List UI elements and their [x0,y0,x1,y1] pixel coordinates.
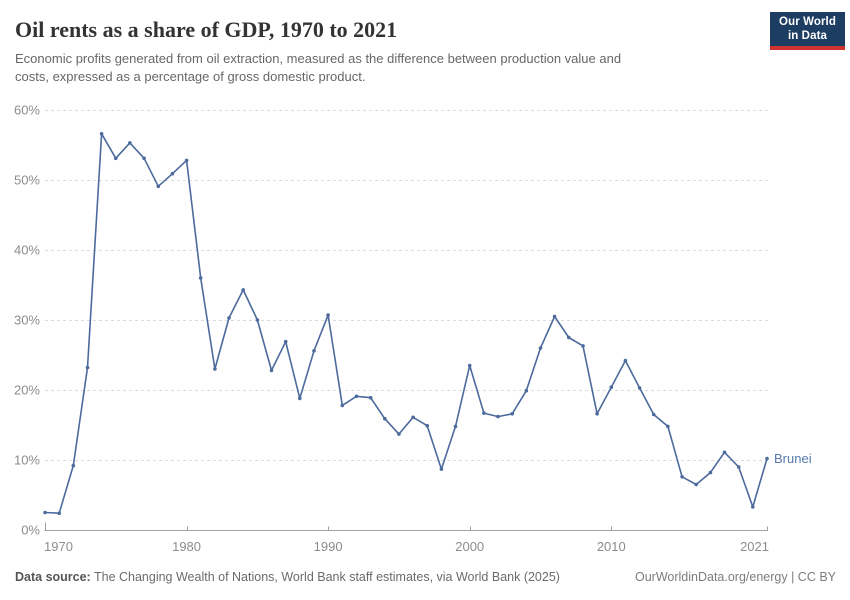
data-point[interactable] [751,505,755,509]
data-point[interactable] [85,365,90,370]
data-point[interactable] [453,424,458,429]
data-point[interactable] [128,141,132,145]
series-end-label[interactable]: Brunei [774,451,812,466]
data-point[interactable] [567,335,571,340]
data-point[interactable] [482,411,486,415]
data-point[interactable] [623,358,628,363]
data-point[interactable] [694,482,698,487]
x-axis-tick-label: 2000 [455,539,484,554]
x-axis-tick-label: 2021 [740,539,769,554]
data-point[interactable] [283,339,288,344]
data-point[interactable] [680,475,684,479]
data-source-label: Data source: [15,570,91,584]
data-point[interactable] [439,467,444,471]
logo-red-bar [770,46,845,50]
data-point[interactable] [425,423,430,428]
y-axis-tick-label: 60% [14,103,40,118]
data-point[interactable] [368,395,373,400]
data-source-note: Data source: The Changing Wealth of Nati… [15,570,655,584]
data-point[interactable] [142,156,146,161]
data-point[interactable] [43,510,47,515]
data-source-text: The Changing Wealth of Nations, World Ba… [90,570,560,584]
data-point[interactable] [651,412,656,417]
data-point[interactable] [298,396,302,401]
data-point[interactable] [71,463,76,468]
logo-text-line-1: Our World [779,16,836,28]
data-point[interactable] [326,313,330,317]
y-axis-tick-label: 0% [21,523,40,538]
data-point[interactable] [99,132,104,136]
data-point[interactable] [213,367,217,371]
subtitle-line-2: costs, expressed as a percentage of gros… [15,68,366,84]
data-point[interactable] [312,349,316,353]
y-axis-tick-label: 10% [14,453,40,468]
data-point[interactable] [496,414,500,419]
data-point[interactable] [114,156,118,161]
x-axis-tick-label: 2010 [597,539,626,554]
subtitle-line-1: Economic profits generated from oil extr… [15,51,622,66]
data-point[interactable] [170,171,175,176]
data-point[interactable] [524,388,529,393]
data-point[interactable] [510,412,514,416]
data-point[interactable] [184,158,189,163]
y-axis-tick-label: 20% [14,383,40,398]
data-point[interactable] [269,368,274,373]
data-point[interactable] [354,394,359,399]
data-point[interactable] [595,412,599,416]
data-point[interactable] [255,318,260,322]
data-point[interactable] [765,456,769,461]
data-point[interactable] [467,363,472,368]
data-point[interactable] [57,511,61,515]
data-point[interactable] [552,314,557,319]
data-point[interactable] [340,403,345,408]
data-point[interactable] [538,346,543,350]
chart-subtitle: Economic profits generated from oil extr… [15,50,735,85]
data-point[interactable] [581,344,585,348]
data-point[interactable] [156,184,161,189]
x-axis-tick-label: 1980 [172,539,201,554]
y-axis-tick-label: 40% [14,243,40,258]
owid-logo: Our World in Data [770,12,845,50]
data-point[interactable] [722,450,727,455]
data-point[interactable] [198,276,203,280]
license-link[interactable]: OurWorldinData.org/energy | CC BY [634,570,836,584]
data-point[interactable] [411,415,415,420]
series-line-brunei[interactable] [44,133,768,514]
data-point[interactable] [241,288,245,292]
data-point[interactable] [397,432,401,436]
data-point[interactable] [666,424,670,429]
data-point[interactable] [637,386,642,390]
data-point[interactable] [736,465,741,469]
x-axis-tick-label: 1990 [314,539,343,554]
y-axis-tick-label: 50% [14,173,40,188]
x-axis-tick-label: 1970 [44,539,73,554]
data-point[interactable] [227,316,231,320]
page-title: Oil rents as a share of GDP, 1970 to 202… [15,17,398,42]
y-axis-tick-label: 30% [14,313,40,328]
data-point[interactable] [708,470,713,475]
logo-text-line-2: in Data [787,30,828,42]
data-point[interactable] [609,385,614,390]
data-point[interactable] [383,416,387,421]
